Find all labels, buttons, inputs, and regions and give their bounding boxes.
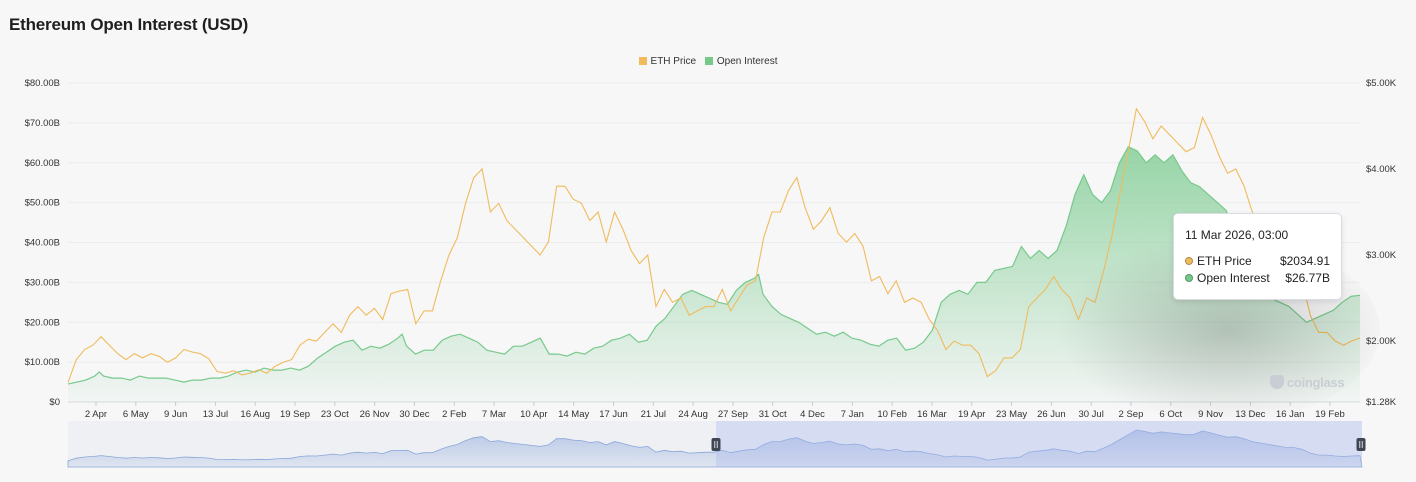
x-tick-label: 19 Feb (1315, 409, 1345, 420)
range-navigator (67, 421, 1366, 468)
y-left-tick-label: $40.00B (25, 238, 60, 249)
y-right-tick-label: $1.28K (1366, 397, 1397, 408)
tooltip-dot-eth-price (1185, 256, 1193, 265)
tooltip-label-open-interest: Open Interest (1197, 270, 1270, 285)
y-right-tick-label: $5.00K (1366, 78, 1397, 89)
navigator-handle-left (711, 438, 721, 451)
x-tick-label: 21 Jul (641, 409, 666, 420)
tooltip-value-eth-price: $2034.91 (1279, 253, 1330, 268)
y-left-tick-label: $10.00B (25, 357, 60, 368)
x-tick-label: 19 Sep (280, 409, 310, 420)
y-left-tick-label: $70.00B (25, 118, 60, 129)
y-left-tick-label: $80.00B (25, 78, 60, 89)
x-tick-label: 13 Jul (203, 409, 228, 420)
navigator-series (67, 429, 1363, 468)
navigator-handle-right (1356, 438, 1366, 451)
x-tick-label: 2 Feb (442, 409, 466, 420)
tooltip-label-eth-price: ETH Price (1197, 253, 1252, 268)
legend-item-open-interest[interactable]: Open Interest (704, 56, 778, 67)
coinglass-logo-icon (1270, 375, 1284, 389)
x-tick-label: 27 Sep (718, 409, 748, 420)
watermark-text: coinglass (1287, 375, 1345, 390)
tooltip-date: 11 Mar 2026, 03:00 (1185, 228, 1289, 242)
x-tick-label: 16 Jan (1276, 409, 1305, 420)
x-tick-label: 16 Aug (240, 409, 270, 420)
tooltip-dot-open-interest (1185, 273, 1193, 282)
legend-swatch-open-interest (704, 57, 713, 65)
x-tick-label: 2 Sep (1119, 409, 1144, 420)
legend-swatch-eth-price (638, 57, 647, 65)
eth-price-line (67, 107, 1361, 383)
x-tick-label: 4 Dec (800, 409, 825, 420)
y-right-tick-label: $3.00K (1366, 250, 1397, 261)
x-tick-label: 14 May (558, 409, 589, 420)
x-tick-label: 30 Dec (399, 409, 429, 420)
y-left-tick-label: $0 (49, 397, 60, 408)
x-tick-label: 16 Mar (917, 409, 947, 420)
y-left-tick-label: $30.00B (25, 277, 60, 288)
x-tick-label: 30 Jul (1078, 409, 1103, 420)
x-tick-label: 24 Aug (678, 409, 708, 420)
x-tick-label: 9 Jun (164, 409, 187, 420)
y-right-tick-label: $4.00K (1366, 164, 1397, 175)
x-tick-label: 26 Nov (360, 409, 390, 420)
legend-label-eth-price: ETH Price (650, 56, 697, 67)
x-tick-label: 19 Apr (958, 409, 985, 420)
x-tick-label: 31 Oct (759, 409, 787, 420)
x-tick-label: 6 May (123, 409, 149, 420)
coinglass-watermark: coinglass (1270, 375, 1345, 390)
x-tick-label: 17 Jun (599, 409, 628, 420)
legend-label-open-interest: Open Interest (716, 56, 778, 67)
y-left-tick-label: $20.00B (25, 317, 60, 328)
x-tick-label: 23 Oct (321, 409, 349, 420)
x-tick-label: 2 Apr (85, 409, 107, 420)
legend-item-eth-price[interactable]: ETH Price (638, 56, 697, 67)
open-interest-area (68, 146, 1360, 402)
x-tick-label: 10 Apr (520, 409, 547, 420)
tooltip-value-open-interest: $26.77B (1285, 270, 1330, 285)
chart-title: Ethereum Open Interest (USD) (9, 15, 249, 34)
chart-legend: ETH Price Open Interest (0, 56, 1416, 67)
chart-tooltip: 11 Mar 2026, 03:00 ETH Price $2034.91 Op… (1173, 213, 1342, 300)
x-tick-label: 7 Jan (841, 409, 864, 420)
y-left-tick-label: $50.00B (25, 198, 60, 209)
y-right-tick-label: $2.00K (1366, 336, 1397, 347)
x-tick-label: 26 Jun (1037, 409, 1066, 420)
tooltip-row-eth-price: ETH Price $2034.91 (1185, 252, 1330, 269)
navigator-selection (716, 421, 1362, 467)
tooltip-row-open-interest: Open Interest $26.77B (1185, 269, 1330, 286)
x-tick-label: 10 Feb (877, 409, 907, 420)
x-tick-label: 7 Mar (482, 409, 506, 420)
y-left-tick-label: $60.00B (25, 158, 60, 169)
x-tick-label: 23 May (996, 409, 1027, 420)
open-interest-line (67, 146, 1361, 385)
